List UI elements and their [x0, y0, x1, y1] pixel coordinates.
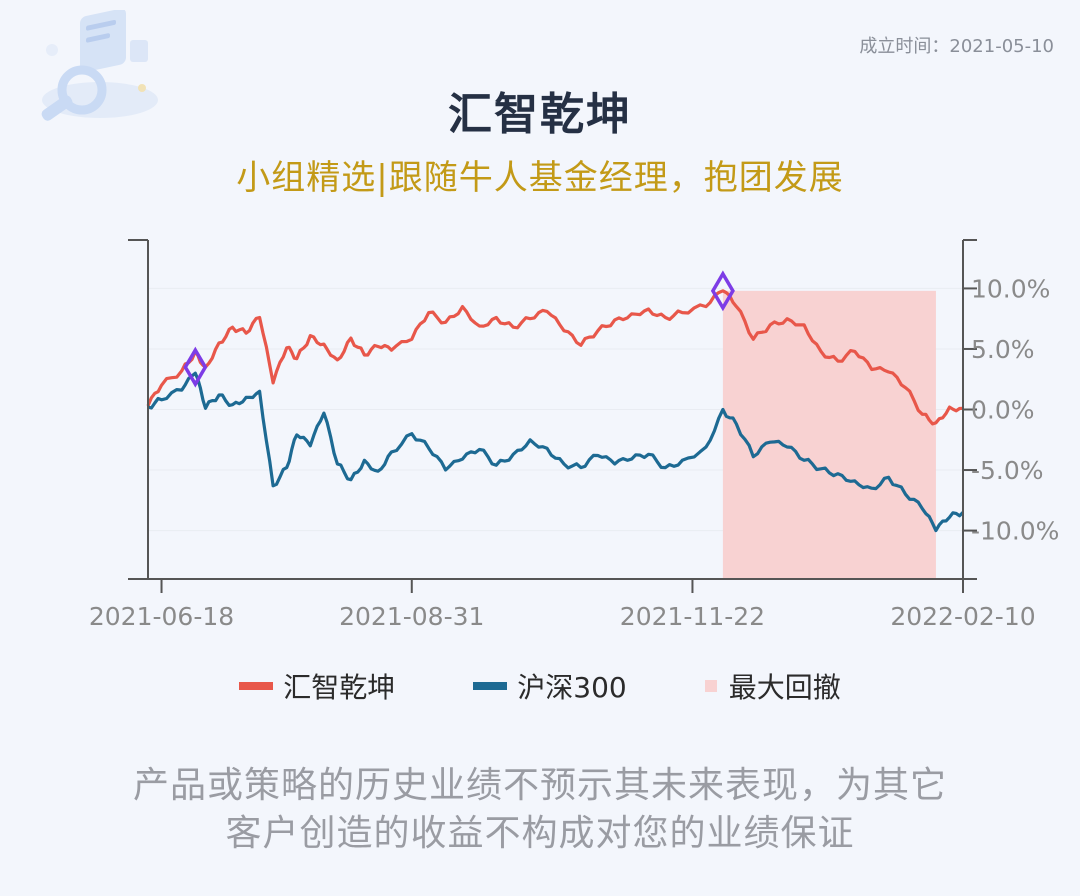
disclaimer-line-2: 客户创造的收益不构成对您的业绩保证: [225, 813, 855, 854]
established-date: 成立时间：2021-05-10: [859, 36, 1054, 57]
y-tick-label: 0.0%: [971, 396, 1035, 425]
y-tick-label: 10.0%: [971, 274, 1050, 303]
disclaimer: 产品或策略的历史业绩不预示其未来表现，为其它 客户创造的收益不构成对您的业绩保证: [0, 762, 1080, 858]
disclaimer-line-1: 产品或策略的历史业绩不预示其未来表现，为其它: [132, 765, 947, 806]
x-tick-label: 2021-08-31: [339, 602, 484, 631]
legend-label-index: 沪深300: [517, 671, 627, 704]
legend-swatch-drawdown: [704, 680, 717, 692]
legend-label-fund: 汇智乾坤: [283, 671, 396, 704]
chart-legend: 汇智乾坤 沪深300 最大回撤: [0, 666, 1080, 706]
x-tick-label: 2021-11-22: [620, 602, 765, 631]
legend-swatch-fund: [239, 682, 274, 690]
fund-title: 汇智乾坤: [448, 89, 632, 140]
x-tick-label: 2021-06-18: [89, 602, 234, 631]
legend-item-drawdown: 最大回撤: [704, 666, 841, 706]
y-axis-ticks: 10.0% 5.0% 0.0% -5.0% -10.0%: [963, 274, 1059, 546]
peak-markers: [183, 270, 735, 388]
fund-series-line: [146, 289, 964, 426]
drawdown-region: [722, 290, 936, 579]
series-lines: [146, 289, 965, 533]
peak-marker-diamond: [710, 270, 735, 312]
y-tick-label: -5.0%: [971, 456, 1044, 485]
x-tick-label: 2022-02-10: [890, 602, 1035, 631]
index-series-line: [147, 371, 965, 533]
y-tick-label: 5.0%: [971, 335, 1035, 364]
legend-label-drawdown: 最大回撤: [728, 671, 841, 704]
drawdown-region-group: [722, 290, 936, 579]
performance-chart: 2021-06-18 2021-08-31 2021-11-22 2022-02-10…: [89, 239, 1059, 631]
legend-item-index: 沪深300: [473, 666, 627, 706]
fund-subtitle: 小组精选|跟随牛人基金经理，抱团发展: [236, 158, 844, 198]
legend-swatch-index: [473, 682, 508, 690]
peak-marker-diamond: [183, 346, 208, 388]
x-axis-ticks: 2021-06-18 2021-08-31 2021-11-22 2022-02-10: [89, 579, 1036, 631]
app-logo-illustration: [20, 8, 170, 130]
y-tick-label: -10.0%: [971, 517, 1059, 546]
legend-item-fund: 汇智乾坤: [239, 666, 395, 706]
